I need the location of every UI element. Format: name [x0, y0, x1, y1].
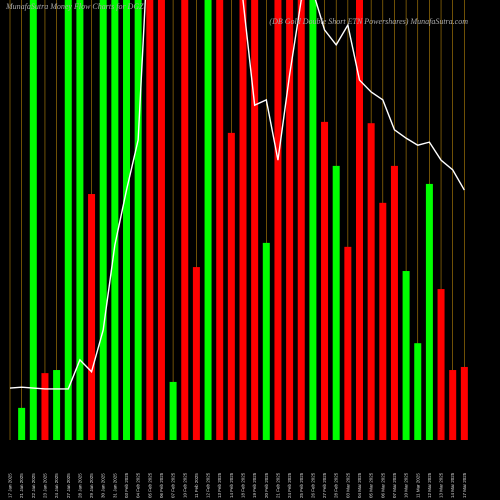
- bar: [309, 0, 317, 440]
- x-tick-label: 31 Jan 2025: [112, 473, 117, 498]
- bar: [41, 373, 49, 440]
- x-tick-label: 07 Mar 2025: [392, 472, 397, 498]
- x-tick-label: 10 Feb 2025: [182, 472, 187, 498]
- x-tick-label: 26 Feb 2025: [310, 472, 315, 498]
- x-tick-label: 29 Jan 2025: [89, 473, 94, 498]
- x-tick-label: 28 Jan 2025: [77, 473, 82, 498]
- bar: [111, 0, 119, 440]
- bar: [402, 271, 410, 440]
- bar: [379, 202, 387, 440]
- x-tick-label: 17 Mar 2025: [462, 472, 467, 498]
- bar: [216, 0, 224, 440]
- bar: [157, 0, 165, 440]
- bar: [64, 0, 72, 440]
- bar: [356, 0, 363, 440]
- x-tick-label: 18 Feb 2025: [241, 472, 246, 498]
- bar: [99, 0, 107, 440]
- x-tick-label: 19 Feb 2025: [252, 472, 257, 498]
- x-tick-label: 12 Feb 2025: [206, 472, 211, 498]
- x-tick-label: 04 Mar 2025: [357, 472, 362, 498]
- bar: [251, 0, 259, 440]
- bar: [460, 366, 468, 440]
- x-tick-label: 27 Jan 2025: [66, 473, 71, 498]
- x-tick-label: 17 Jan 2025: [8, 473, 13, 498]
- bar: [146, 0, 154, 440]
- x-tick-label: 11 Feb 2025: [194, 473, 199, 498]
- bar: [123, 0, 130, 440]
- bar: [414, 343, 422, 440]
- x-tick-label: 23 Jan 2025: [42, 473, 47, 498]
- bar: [181, 0, 189, 440]
- bar: [204, 0, 212, 440]
- x-tick-label: 05 Feb 2025: [147, 472, 152, 498]
- x-tick-label: 04 Feb 2025: [136, 472, 141, 498]
- bar: [239, 0, 247, 440]
- bar: [449, 370, 457, 440]
- x-tick-label: 12 Mar 2025: [427, 472, 432, 498]
- x-tick-label: 24 Jan 2025: [54, 473, 59, 498]
- bar: [169, 381, 177, 440]
- chart-subtitle: (DB Gold Double Short ETN Powershares) M…: [269, 17, 468, 26]
- bar: [274, 0, 282, 440]
- x-tick-label: 21 Jan 2025: [19, 473, 24, 498]
- bar: [437, 289, 445, 440]
- x-tick-label: 25 Feb 2025: [299, 472, 304, 498]
- x-tick-label: 14 Mar 2025: [450, 472, 455, 498]
- bar: [88, 194, 96, 440]
- x-tick-label: 24 Feb 2025: [287, 472, 292, 498]
- bar: [390, 165, 398, 440]
- bar: [227, 132, 235, 440]
- bar: [134, 0, 142, 440]
- chart-title: MunafaSutra Money Flow Charts for DGZ: [5, 2, 144, 11]
- x-tick-label: 07 Feb 2025: [171, 472, 176, 498]
- bar: [332, 165, 340, 440]
- x-tick-label: 03 Feb 2025: [124, 472, 129, 498]
- x-tick-label: 21 Feb 2025: [275, 472, 280, 498]
- bar: [18, 407, 26, 440]
- x-tick-label: 11 Mar 2025: [415, 473, 420, 498]
- bar: [29, 0, 37, 440]
- bar: [192, 267, 200, 440]
- plot: 17 Jan 2025 21 Jan 2025 22 Jan 2025 23 Jan …: [8, 0, 468, 498]
- x-tick-label: 27 Feb 2025: [322, 472, 327, 498]
- bar: [425, 183, 433, 441]
- x-tick-label: 10 Mar 2025: [404, 472, 409, 498]
- bar: [344, 246, 352, 440]
- x-tick-label: 14 Feb 2025: [229, 472, 234, 498]
- x-tick-label: 13 Feb 2025: [217, 472, 222, 498]
- bar: [53, 370, 61, 440]
- x-tick-label: 20 Feb 2025: [264, 472, 269, 498]
- x-tick-label: 28 Feb 2025: [334, 472, 339, 498]
- bar: [262, 242, 270, 440]
- x-tick-label: 22 Jan 2025: [31, 473, 36, 498]
- x-tick-label: 06 Feb 2025: [159, 472, 164, 498]
- x-tick-label: 30 Jan 2025: [101, 473, 106, 498]
- bar: [76, 0, 84, 440]
- line: [9, 0, 465, 390]
- x-tick-label: 06 Mar 2025: [380, 472, 385, 498]
- x-tick-label: 05 Mar 2025: [369, 472, 374, 498]
- bar: [286, 0, 294, 440]
- bar: [321, 121, 329, 440]
- x-tick-label: 03 Mar 2025: [345, 472, 350, 498]
- bar: [297, 0, 305, 440]
- x-tick-label: 13 Mar 2025: [439, 472, 444, 498]
- bar: [367, 123, 375, 440]
